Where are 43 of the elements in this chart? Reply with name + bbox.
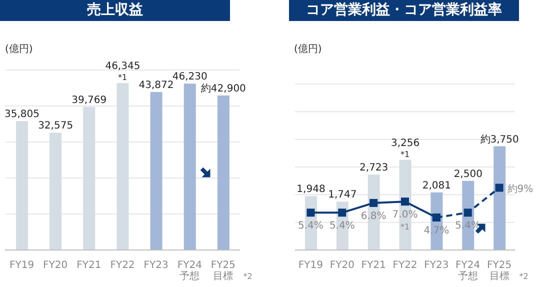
data-label: 2,081 [422,180,452,192]
data-label: 32,575 [38,120,74,132]
text: *2 [519,272,528,281]
data-label: 46,230 [172,72,208,83]
x-tick-label: FY23 [424,260,449,271]
data-label: 4.7% [424,225,450,236]
x-tick-label: FY19 [298,260,324,271]
data-label: 35,805 [4,109,40,120]
data-label: 約42,900 [200,84,246,95]
x-tick-label: FY20 [330,260,354,271]
data-label: 7.0% [392,210,418,221]
data-label: 3,256 [390,138,420,149]
data-label: 5.4% [298,220,324,232]
x-tick-label: FY19 [9,260,34,271]
x-tick-label: FY20 [43,260,68,271]
data-label: 2,500 [454,168,482,180]
data-label: 39,769 [72,94,107,106]
data-label: 約3,750 [480,134,519,146]
annotation: *1 [400,150,410,159]
annotation: *1 [400,222,410,232]
data-label: 2,723 [360,162,388,174]
data-label: 約9% [507,184,534,195]
x-tick-label: FY25目標 [486,260,512,282]
x-tick-label: FY24予想 [177,260,202,282]
text: (億円) [5,42,33,56]
data-label: 1,747 [328,190,357,201]
text: (億円) [294,42,322,56]
data-label: 43,872 [138,80,174,92]
data-label: 6.8% [360,210,386,222]
x-tick-label: FY25目標 [210,260,236,282]
annotation: *1 [118,73,128,82]
data-label: 1,948 [296,184,326,196]
x-tick-label: FY21 [76,260,102,271]
data-label: 5.4% [329,220,355,232]
x-tick-label: FY22 [392,260,418,271]
x-tick-label: FY21 [361,260,386,271]
x-tick-label: FY23 [144,260,168,271]
x-tick-label: FY24予想 [456,260,480,282]
x-tick-label: FY22 [110,260,135,271]
chart-title: コア営業利益・コア営業利益率 [289,0,519,21]
chart-title: 売上収益 [0,0,230,21]
data-label: 46,345 [105,61,140,72]
text: *2 [243,272,252,281]
